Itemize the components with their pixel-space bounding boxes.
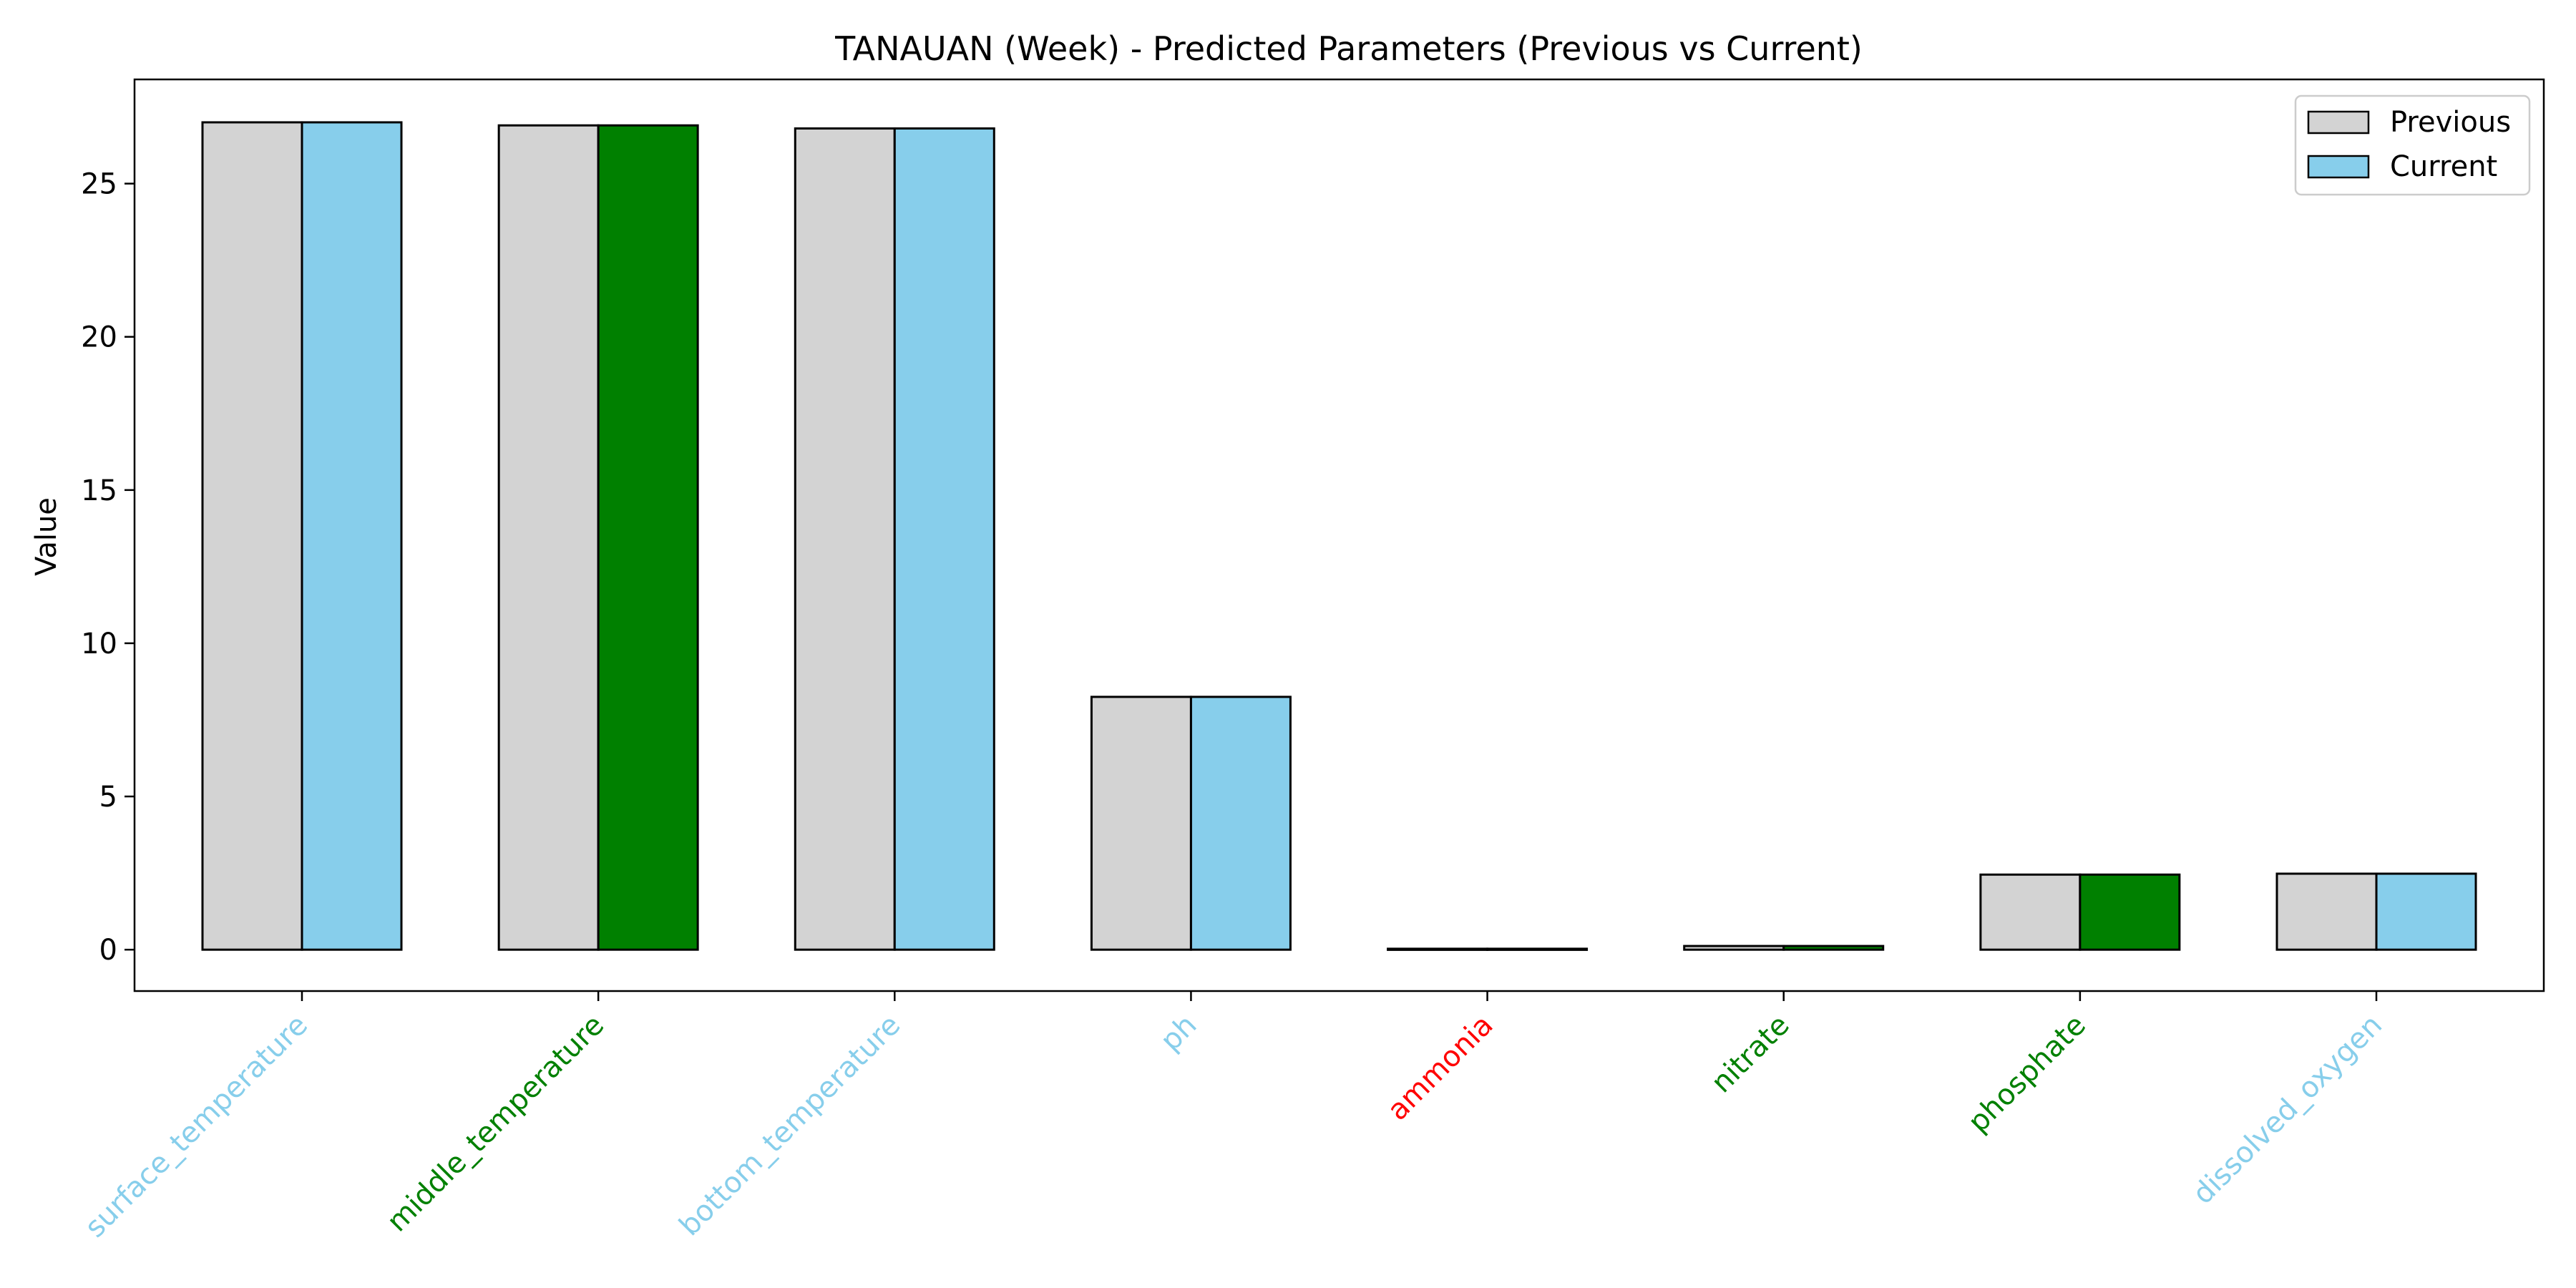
y-tick-label: 0 — [99, 934, 117, 967]
y-tick-label: 5 — [99, 781, 117, 814]
bar-current-ph — [1189, 696, 1292, 951]
y-tick-label: 25 — [81, 168, 117, 201]
bar-previous-ammonia — [1387, 947, 1489, 951]
legend: Previous Current — [2294, 94, 2531, 196]
x-tick-label-middle-temperature: middle_temperature — [381, 1009, 610, 1239]
y-axis-label: Value — [30, 497, 63, 576]
bar-previous-middle-temperature — [497, 124, 600, 951]
y-tick-label: 15 — [81, 474, 117, 507]
x-tick-label-surface-temperature: surface_temperature — [79, 1009, 314, 1244]
bar-previous-dissolved-oxygen — [2275, 872, 2378, 951]
bar-current-middle-temperature — [597, 124, 699, 951]
y-tick-label: 20 — [81, 321, 117, 354]
bar-current-surface-temperature — [301, 121, 403, 951]
x-tick-label-bottom-temperature: bottom_temperature — [673, 1009, 907, 1243]
legend-swatch-current — [2307, 155, 2370, 179]
bar-previous-ph — [1090, 696, 1192, 951]
chart-title: TANAUAN (Week) - Predicted Parameters (P… — [834, 29, 1863, 68]
x-tick-label-phosphate: phosphate — [1962, 1009, 2092, 1139]
legend-label-current: Current — [2390, 150, 2497, 183]
bar-previous-nitrate — [1683, 945, 1785, 951]
x-tick-label-ph: ph — [1154, 1009, 1203, 1058]
legend-swatch-previous — [2307, 110, 2370, 135]
plot-frame — [133, 78, 2545, 992]
x-tick-label-ammonia: ammonia — [1381, 1009, 1499, 1127]
x-tick-label-dissolved-oxygen: dissolved_oxygen — [2187, 1009, 2389, 1211]
x-tick-label-nitrate: nitrate — [1705, 1009, 1796, 1100]
legend-label-previous: Previous — [2390, 106, 2511, 139]
bar-previous-phosphate — [1979, 873, 2082, 951]
bar-current-nitrate — [1782, 945, 1885, 951]
bar-current-ammonia — [1486, 947, 1589, 951]
y-tick-label: 10 — [81, 628, 117, 660]
bar-current-bottom-temperature — [893, 127, 995, 951]
bar-previous-surface-temperature — [201, 121, 303, 951]
plot-area: 0 5 10 15 20 25 surface_temperature middle_temp… — [79, 78, 2545, 1244]
bar-current-phosphate — [2079, 873, 2181, 951]
bar-current-dissolved-oxygen — [2375, 872, 2477, 951]
bar-previous-bottom-temperature — [794, 127, 896, 951]
